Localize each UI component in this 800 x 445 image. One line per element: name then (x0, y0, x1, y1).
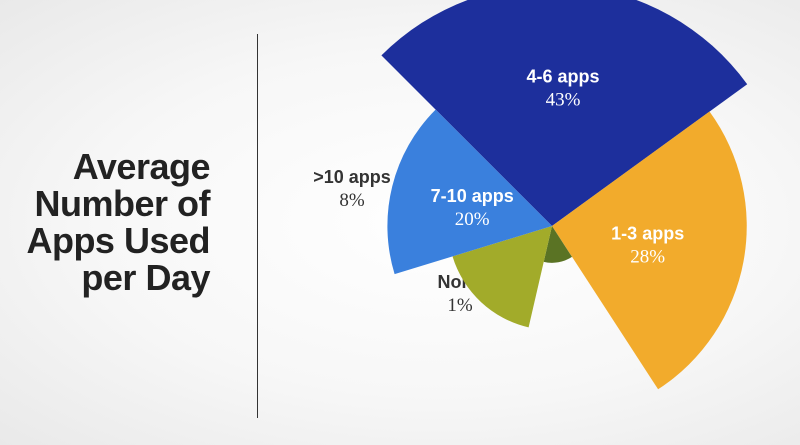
slice-over-10-apps (452, 226, 552, 328)
slice-1-3-apps (552, 111, 747, 390)
label-4-6-apps: 4-6 apps (526, 67, 599, 87)
title-line-2: Number of (34, 183, 211, 224)
title-line-1: Average (72, 146, 211, 187)
value-4-6-apps: 43% (546, 90, 581, 111)
slice-7-10-apps (387, 109, 552, 275)
title-line-3: Apps Used (26, 220, 210, 261)
vertical-divider (257, 34, 258, 418)
value-7-10-apps: 20% (455, 209, 490, 230)
value-over-10-apps: 8% (339, 190, 365, 211)
value-1-3-apps: 28% (630, 247, 665, 268)
label-7-10-apps: 7-10 apps (431, 186, 514, 206)
label-1-3-apps: 1-3 apps (611, 224, 684, 244)
chart-title: Average Number of Apps Used per Day (26, 148, 210, 296)
slice-none (543, 226, 572, 263)
slice-4-6-apps (381, 0, 748, 226)
label-over-10-apps: >10 apps (313, 167, 391, 187)
value-none: 1% (447, 295, 473, 316)
title-line-4: per Day (81, 257, 210, 298)
